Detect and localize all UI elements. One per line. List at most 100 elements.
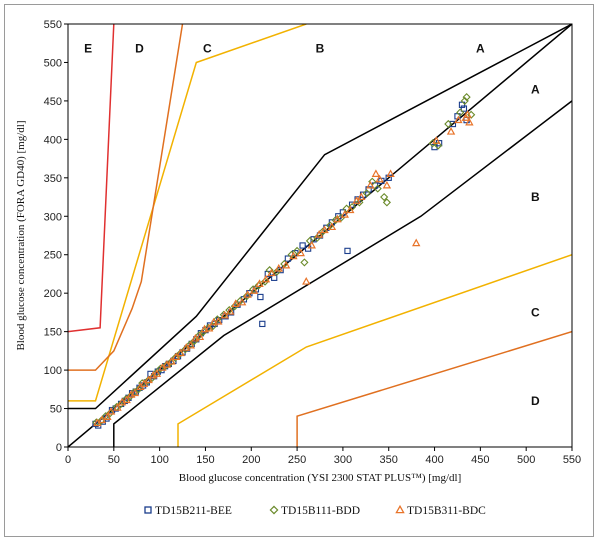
td15b311-bdc-point bbox=[454, 115, 463, 124]
td15b311-bdc-point bbox=[267, 268, 276, 277]
legend-marker-td15b311-bdc bbox=[395, 504, 405, 514]
td15b111-bdd-point bbox=[106, 409, 115, 418]
td15b111-bdd-point bbox=[355, 198, 364, 207]
x-tick-label: 350 bbox=[380, 454, 398, 466]
td15b311-bdc-point bbox=[366, 180, 375, 189]
td15b311-bdc-point bbox=[314, 230, 324, 238]
td15b111-bdd-point bbox=[382, 198, 391, 207]
legend: TD15B211-BEE TD15B111-BDD TD15B311-BDC bbox=[144, 504, 486, 517]
td15b311-bdc-point bbox=[382, 180, 392, 189]
td15b111-bdd-point bbox=[428, 139, 437, 148]
td15b111-bdd-point bbox=[254, 281, 263, 290]
td15b211-bee-point bbox=[385, 174, 392, 181]
y-axis: 0 50 100 150 200 250 300 350 400 450 500 550 bbox=[44, 19, 68, 454]
y-tick-label: 250 bbox=[44, 250, 62, 262]
y-tick-label: 300 bbox=[44, 211, 62, 223]
zone-label-c: C bbox=[203, 42, 212, 56]
td15b211-bee-point bbox=[304, 245, 312, 252]
td15b311-bdc-point bbox=[302, 277, 311, 285]
data-points bbox=[92, 92, 476, 429]
td15b111-bdd-point bbox=[134, 385, 143, 394]
td15b311-bdc-point bbox=[261, 274, 271, 283]
td15b311-bdc-point bbox=[243, 290, 252, 298]
td15b311-bdc-point bbox=[371, 169, 381, 177]
legend-label-td15b311-bdc: TD15B311-BDC bbox=[407, 505, 486, 517]
plot-area bbox=[67, 23, 573, 448]
y-tick-label: 0 bbox=[56, 442, 62, 454]
td15b311-bdc-point bbox=[255, 279, 264, 287]
zone-label-b: B bbox=[316, 42, 325, 56]
td15b111-bdd-point bbox=[462, 92, 471, 102]
td15b311-bdc-point bbox=[289, 251, 298, 260]
td15b311-bdc-point bbox=[139, 379, 149, 387]
td15b311-bdc-point bbox=[432, 136, 441, 144]
td15b311-bdc-point bbox=[171, 352, 181, 361]
td15b311-bdc-point bbox=[333, 214, 342, 223]
td15b311-bdc-point bbox=[274, 263, 283, 272]
td15b111-bdd-point bbox=[194, 331, 204, 340]
td15b211-bee-point bbox=[299, 242, 306, 249]
td15b211-bee-point bbox=[460, 105, 468, 112]
x-axis-label: Blood glucose concentration (YSI 2300 ST… bbox=[179, 472, 462, 484]
zone-label-b: B bbox=[531, 190, 540, 204]
td15b311-bdc-point bbox=[412, 238, 421, 247]
td15b311-bdc-point bbox=[144, 375, 153, 384]
td15b311-bdc-point bbox=[214, 316, 223, 325]
x-tick-label: 300 bbox=[334, 454, 352, 466]
zone-lines bbox=[68, 24, 572, 447]
x-tick-label: 100 bbox=[150, 454, 168, 466]
td15b311-bdc-point bbox=[204, 323, 214, 332]
y-tick-label: 550 bbox=[44, 19, 62, 31]
y-tick-label: 150 bbox=[44, 327, 62, 339]
zone-label-e: E bbox=[84, 42, 92, 56]
td15b111-bdd-point bbox=[242, 292, 251, 301]
zone-label-a: A bbox=[531, 82, 540, 96]
td15b111-bdd-point bbox=[300, 258, 309, 267]
td15b111-bdd-point bbox=[249, 285, 258, 294]
td15b311-bdc-point bbox=[296, 248, 305, 257]
legend-marker-td15b111-bdd bbox=[269, 505, 279, 515]
y-axis-label: Blood glucose concentration (FORA GD40) … bbox=[15, 120, 27, 350]
td15b111-bdd-point bbox=[116, 400, 125, 409]
legend-label-td15b111-bdd: TD15B111-BDD bbox=[281, 505, 360, 517]
td15b311-bdc-point bbox=[346, 205, 355, 214]
zone-boundary-line-4 bbox=[68, 24, 307, 402]
td15b311-bdc-point bbox=[220, 310, 229, 319]
td15b111-bdd-point bbox=[156, 364, 165, 373]
x-tick-label: 0 bbox=[65, 454, 71, 466]
td15b311-bdc-point bbox=[122, 395, 131, 404]
td15b311-bdc-point bbox=[152, 369, 162, 377]
zone-boundary-line-2 bbox=[68, 24, 572, 410]
x-tick-label: 500 bbox=[517, 454, 535, 466]
td15b311-bdc-point bbox=[106, 406, 116, 415]
td15b311-bdc-point bbox=[463, 110, 472, 118]
y-tick-label: 50 bbox=[50, 404, 62, 416]
x-tick-label: 150 bbox=[196, 454, 214, 466]
td15b211-bee-point bbox=[259, 320, 266, 328]
td15b311-bdc-point bbox=[209, 317, 218, 326]
td15b311-bdc-point bbox=[307, 240, 316, 249]
zone-label-c: C bbox=[531, 305, 540, 319]
td15b311-bdc-point bbox=[375, 174, 384, 183]
td15b311-bdc-point bbox=[130, 388, 140, 397]
td15b111-bdd-point bbox=[318, 227, 327, 236]
y-tick-label: 100 bbox=[44, 365, 62, 377]
td15b311-bdc-point bbox=[176, 348, 185, 357]
td15b311-bdc-point bbox=[327, 222, 337, 231]
td15b311-bdc-point bbox=[320, 225, 329, 234]
td15b311-bdc-point bbox=[231, 299, 240, 307]
td15b211-bee-point bbox=[348, 201, 356, 208]
td15b111-bdd-point bbox=[225, 306, 234, 315]
td15b311-bdc-point bbox=[281, 260, 291, 269]
td15b111-bdd-point bbox=[456, 108, 465, 117]
td15b211-bee-point bbox=[449, 120, 457, 128]
td15b211-bee-point bbox=[257, 293, 264, 301]
td15b311-bdc-point bbox=[446, 127, 456, 135]
td15b111-bdd-point bbox=[293, 246, 302, 255]
td15b111-bdd-point bbox=[362, 189, 371, 198]
td15b311-bdc-point bbox=[186, 340, 196, 349]
td15b111-bdd-point bbox=[331, 216, 340, 225]
x-tick-label: 550 bbox=[563, 454, 581, 466]
y-tick-label: 450 bbox=[44, 96, 62, 108]
